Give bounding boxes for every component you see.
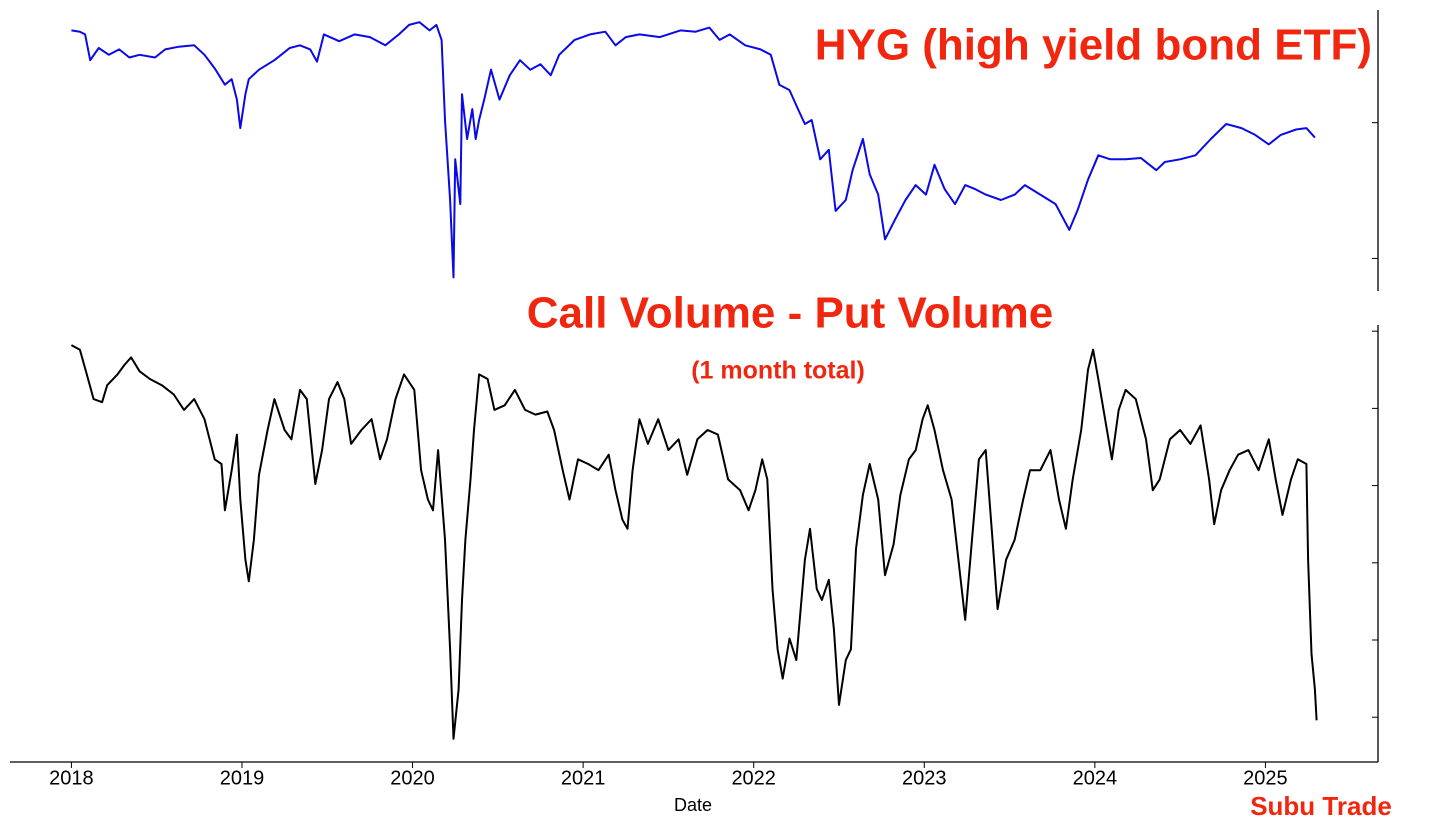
chart-subtitle: (1 month total)	[691, 357, 865, 385]
x-tick-label: 2025	[1243, 767, 1288, 789]
chart-title: HYG (high yield bond ETF)	[815, 21, 1372, 70]
watermark: Subu Trade	[1250, 791, 1392, 821]
x-tick-label: 2023	[902, 767, 947, 789]
data-line	[71, 21, 1316, 279]
chart-title: Call Volume - Put Volume	[527, 289, 1053, 338]
x-tick-label: 2020	[390, 767, 435, 789]
x-axis-label: Date	[674, 795, 712, 815]
data-line	[70, 344, 1318, 740]
x-tick-label: 2022	[731, 767, 776, 789]
x-tick-label: 2019	[220, 767, 265, 789]
x-tick-label: 2018	[49, 767, 94, 789]
x-tick-label: 2021	[561, 767, 606, 789]
x-tick-label: 2024	[1073, 767, 1118, 789]
